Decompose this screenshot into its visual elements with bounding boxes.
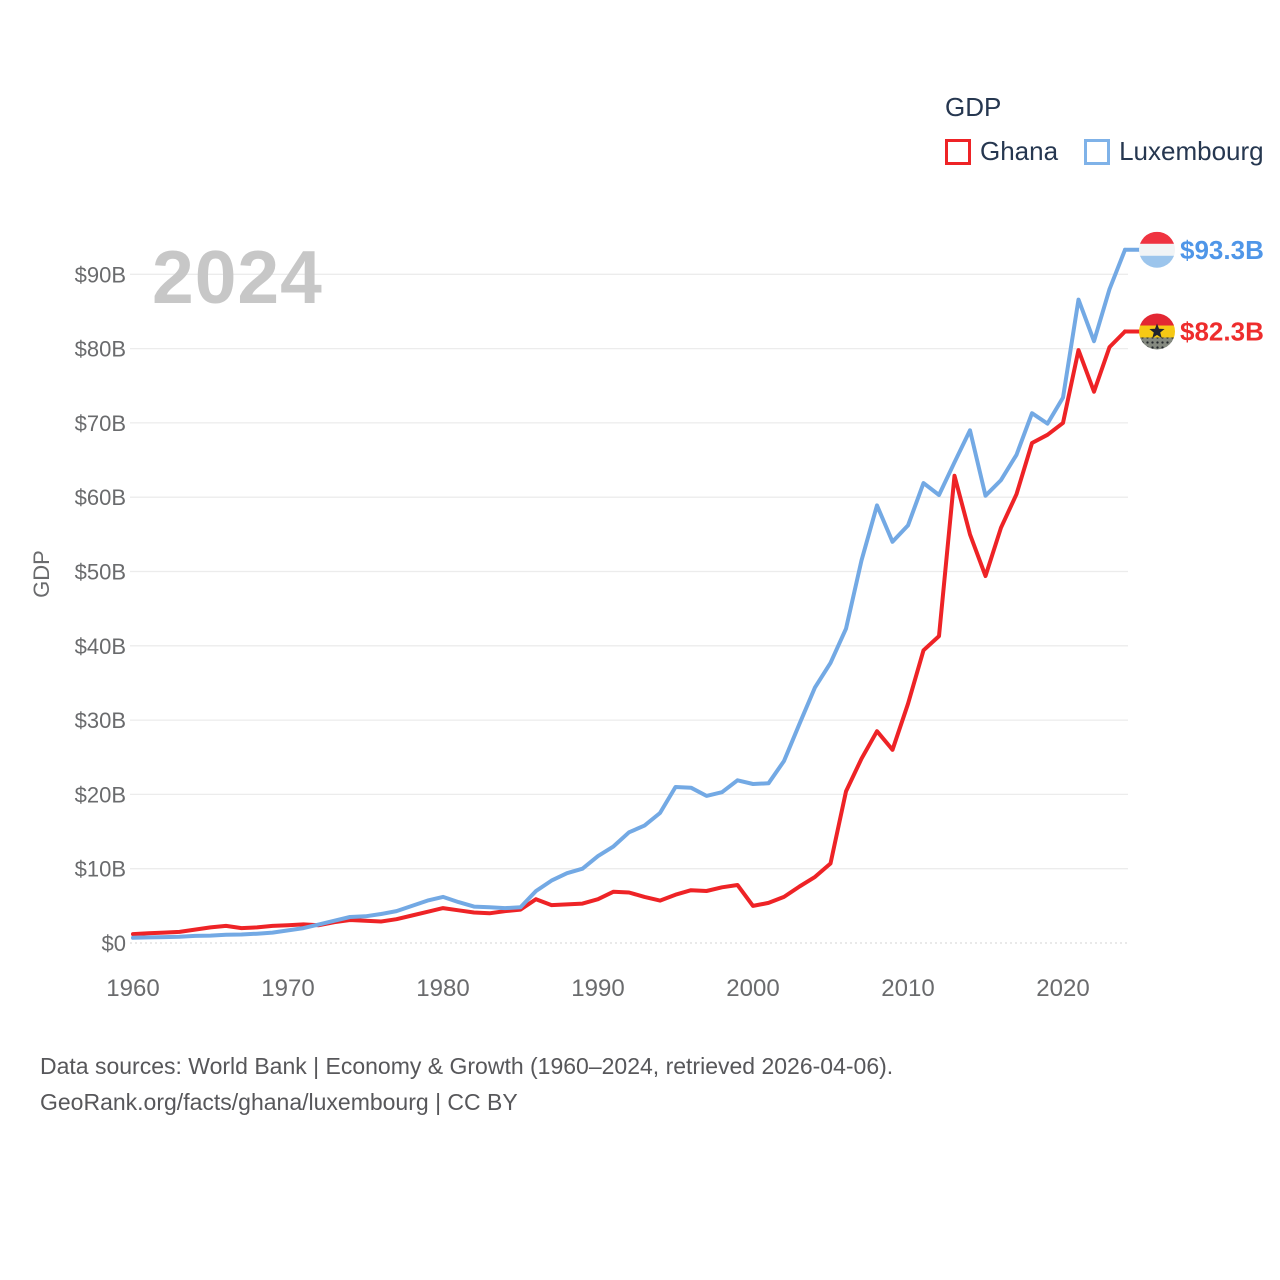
ghana-flag-icon xyxy=(1139,313,1175,350)
legend-item-label: Ghana xyxy=(980,136,1059,166)
footer-source-line: Data sources: World Bank | Economy & Gro… xyxy=(40,1053,894,1079)
y-tick-label: $30B xyxy=(75,708,126,733)
y-tick-label: $20B xyxy=(75,782,126,807)
y-tick-label: $40B xyxy=(75,634,126,659)
chart-legend: GDP Ghana Luxembourg xyxy=(945,92,1264,167)
year-watermark: 2024 xyxy=(152,235,323,319)
luxembourg-series-swatch-icon xyxy=(1084,138,1111,165)
legend-item-luxembourg[interactable]: Luxembourg xyxy=(1084,136,1264,167)
y-tick-label: $50B xyxy=(75,560,126,585)
legend-items: Ghana Luxembourg xyxy=(945,136,1264,167)
x-tick-label: 1990 xyxy=(571,975,624,1002)
x-tick-label: 2010 xyxy=(881,975,934,1002)
y-tick-label: $80B xyxy=(75,337,126,362)
legend-item-label: Luxembourg xyxy=(1119,136,1264,166)
footer-attribution-line: GeoRank.org/facts/ghana/luxembourg | CC … xyxy=(40,1089,518,1115)
y-tick-label: $10B xyxy=(75,857,126,882)
x-tick-label: 1970 xyxy=(261,975,314,1002)
y-tick-label: $0 xyxy=(102,931,126,956)
y-tick-label: $90B xyxy=(75,262,126,287)
x-tick-label: 2000 xyxy=(726,975,779,1002)
legend-title: GDP xyxy=(945,92,1002,122)
luxembourg-end-value-label: $93.3B xyxy=(1180,235,1264,265)
x-tick-label: 1980 xyxy=(416,975,469,1002)
ghana-end-value-label: $82.3B xyxy=(1180,317,1264,347)
ghana-series-swatch-icon xyxy=(945,138,971,165)
legend-item-ghana[interactable]: Ghana xyxy=(945,136,1058,167)
luxembourg-line xyxy=(131,247,1127,940)
x-tick-label: 2020 xyxy=(1036,975,1089,1002)
luxembourg-flag-icon xyxy=(1139,231,1175,268)
y-axis-title: GDP xyxy=(29,550,54,598)
x-tick-label: 1960 xyxy=(106,975,159,1002)
y-tick-label: $70B xyxy=(75,411,126,436)
chart-footer: Data sources: World Bank | Economy & Gro… xyxy=(40,1048,893,1120)
ghana-line xyxy=(131,329,1127,937)
y-tick-label: $60B xyxy=(75,485,126,510)
ghana-star-icon xyxy=(1149,323,1165,338)
